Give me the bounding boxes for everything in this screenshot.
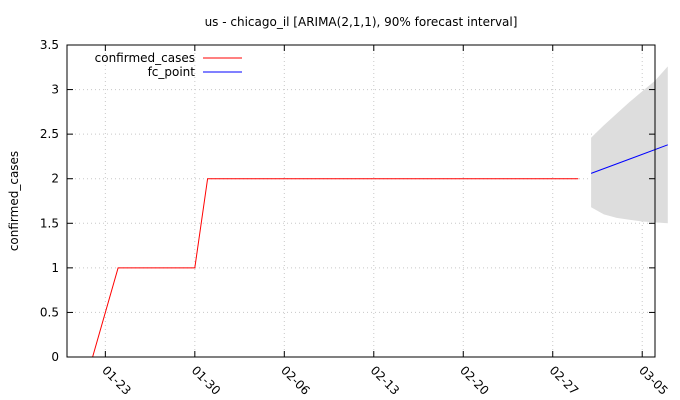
x-tick-label: 02-06 xyxy=(278,363,313,398)
y-tick-labels: 0 0.5 1 1.5 2 2.5 3 3.5 xyxy=(40,38,59,364)
grid xyxy=(67,45,655,357)
y-axis-label: confirmed_cases xyxy=(7,151,21,251)
legend-label: fc_point xyxy=(148,65,196,79)
legend-label: confirmed_cases xyxy=(95,51,195,65)
y-tick-label: 3 xyxy=(51,83,59,97)
x-tick-labels: 01-23 01-30 02-06 02-13 02-20 02-27 03-05 xyxy=(99,363,670,398)
y-tick-label: 2 xyxy=(51,172,59,186)
x-tick-label: 02-13 xyxy=(368,363,403,398)
x-tick-label: 01-30 xyxy=(189,363,224,398)
x-tick-label: 02-27 xyxy=(547,363,582,398)
plot-frame xyxy=(66,44,656,358)
y-tick-label: 1.5 xyxy=(40,216,59,230)
forecast-interval-band xyxy=(591,66,668,224)
ticks xyxy=(67,44,655,358)
y-tick-label: 0 xyxy=(51,350,59,364)
y-tick-label: 1 xyxy=(51,261,59,275)
series-layer xyxy=(92,144,668,358)
y-tick-label: 3.5 xyxy=(40,38,59,52)
y-tick-label: 2.5 xyxy=(40,127,59,141)
x-tick-label: 02-20 xyxy=(457,363,492,398)
x-tick-label: 03-05 xyxy=(636,363,671,398)
forecast-interval-layer xyxy=(591,66,668,224)
x-tick-label: 01-23 xyxy=(99,363,134,398)
y-tick-label: 0.5 xyxy=(40,305,59,319)
series-line-confirmed_cases xyxy=(92,178,579,358)
chart-title: us - chicago_il [ARIMA(2,1,1), 90% forec… xyxy=(205,15,518,29)
